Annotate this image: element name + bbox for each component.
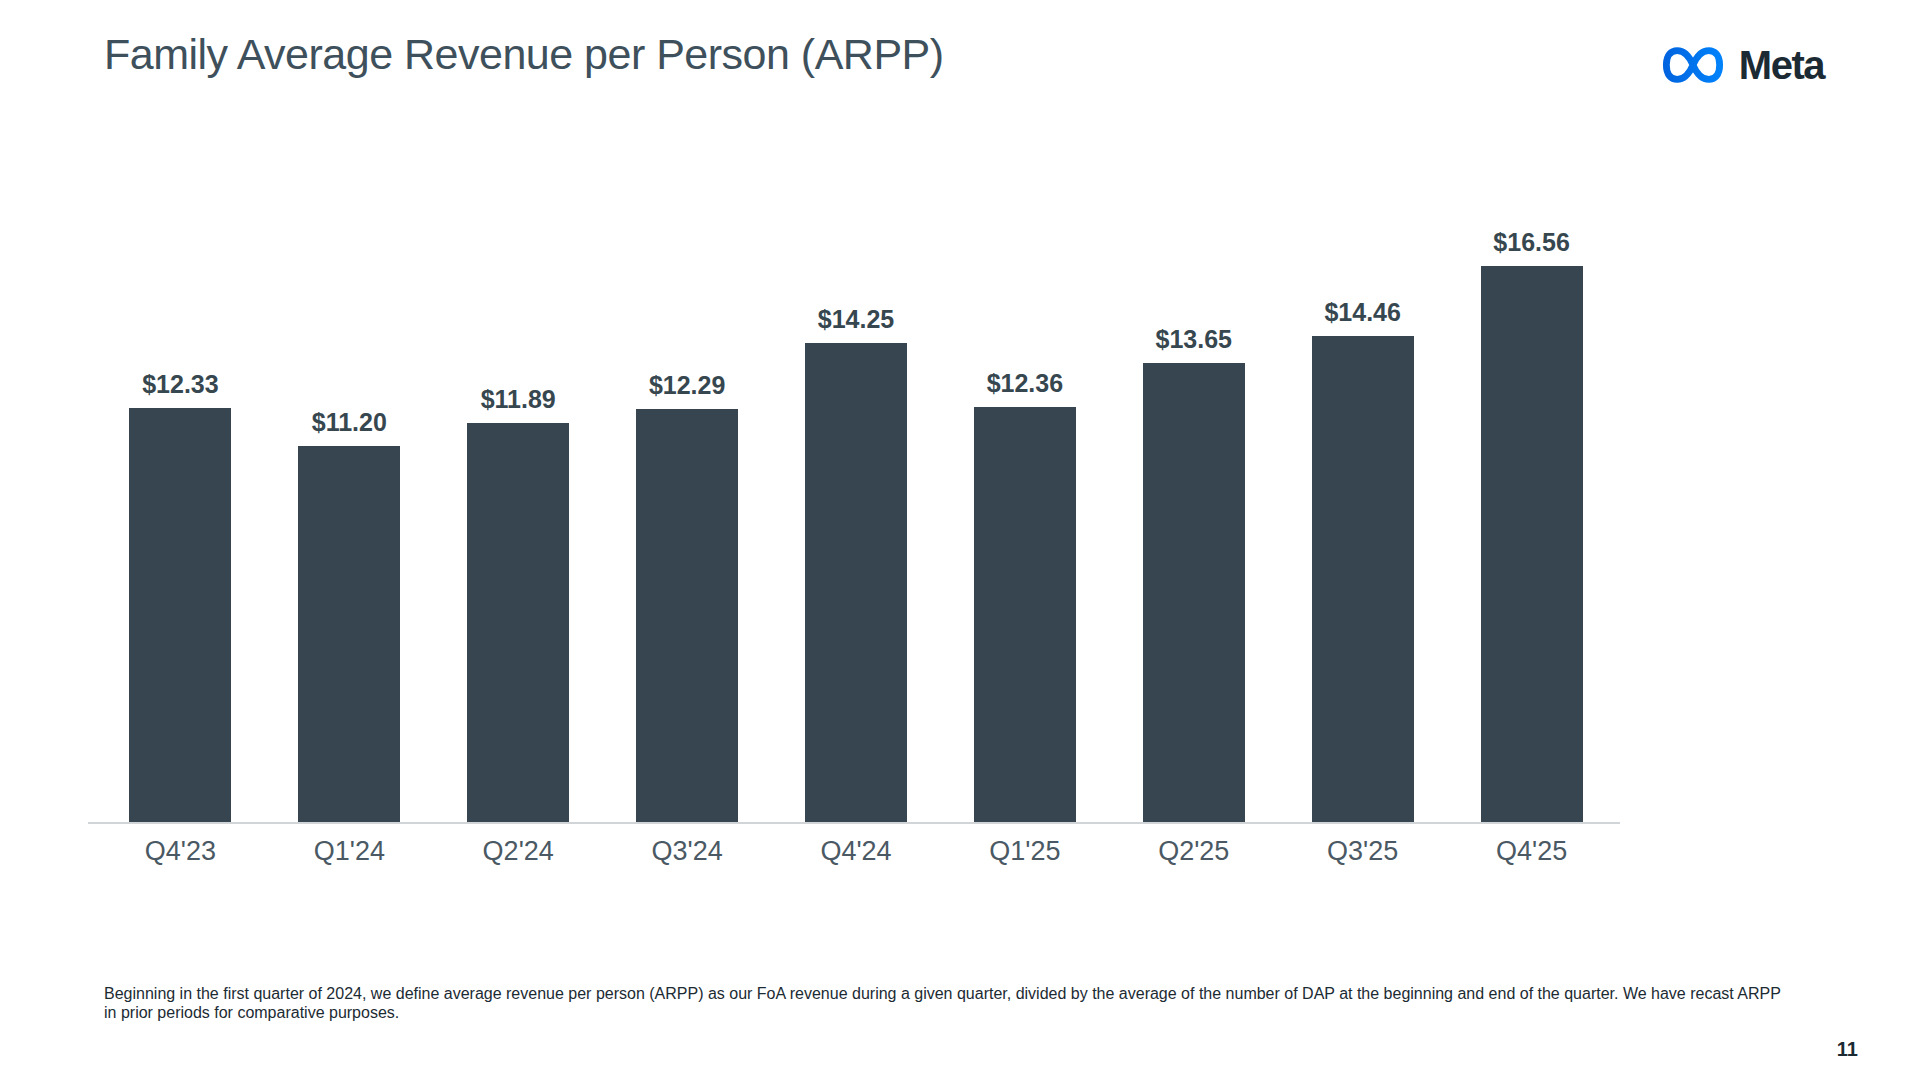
- x-axis-label: Q3'24: [603, 836, 772, 867]
- x-axis-label: Q1'25: [940, 836, 1109, 867]
- footnote: Beginning in the first quarter of 2024, …: [104, 984, 1796, 1022]
- bar-Q1'25: [974, 407, 1076, 822]
- bar-value-label: $12.29: [649, 371, 725, 400]
- slide: Family Average Revenue per Person (ARPP)…: [0, 0, 1920, 1087]
- bar-Q3'24: [636, 409, 738, 822]
- x-axis-label: Q4'24: [772, 836, 941, 867]
- page-number: 11: [1837, 1038, 1858, 1061]
- x-axis-label: Q3'25: [1278, 836, 1447, 867]
- bar-value-label: $11.20: [312, 408, 387, 437]
- chart-column: $13.65: [1109, 0, 1278, 822]
- bar-value-label: $14.25: [818, 305, 894, 334]
- chart-column: $14.46: [1278, 0, 1447, 822]
- bar-Q4'24: [805, 343, 907, 822]
- bar-value-label: $12.36: [987, 369, 1063, 398]
- bar-value-label: $11.89: [481, 385, 556, 414]
- chart-column: $14.25: [772, 0, 941, 822]
- x-axis-labels: Q4'23Q1'24Q2'24Q3'24Q4'24Q1'25Q2'25Q3'25…: [96, 836, 1616, 867]
- bar-Q2'24: [467, 423, 569, 823]
- chart-column: $16.56: [1447, 0, 1616, 822]
- bar-Q4'25: [1481, 266, 1583, 822]
- chart-column: $12.36: [940, 0, 1109, 822]
- x-axis-label: Q1'24: [265, 836, 434, 867]
- bar-value-label: $16.56: [1493, 228, 1569, 257]
- arpp-bar-chart: $12.33 $11.20 $11.89 $12.29 $14.25 $12.36 $13.…: [0, 0, 1920, 900]
- chart-columns: $12.33 $11.20 $11.89 $12.29 $14.25 $12.36 $13.…: [96, 0, 1616, 822]
- bar-Q3'25: [1312, 336, 1414, 822]
- x-axis-label: Q2'24: [434, 836, 603, 867]
- bar-Q4'23: [129, 408, 231, 822]
- x-axis-label: Q2'25: [1109, 836, 1278, 867]
- chart-column: $11.89: [434, 0, 603, 822]
- chart-column: $12.29: [603, 0, 772, 822]
- x-axis-label: Q4'25: [1447, 836, 1616, 867]
- bar-Q2'25: [1143, 363, 1245, 822]
- bar-Q1'24: [298, 446, 400, 822]
- x-axis-label: Q4'23: [96, 836, 265, 867]
- bar-value-label: $13.65: [1156, 325, 1232, 354]
- bar-value-label: $14.46: [1324, 298, 1400, 327]
- x-axis-line: [88, 822, 1620, 824]
- bar-value-label: $12.33: [142, 370, 218, 399]
- chart-column: $11.20: [265, 0, 434, 822]
- chart-column: $12.33: [96, 0, 265, 822]
